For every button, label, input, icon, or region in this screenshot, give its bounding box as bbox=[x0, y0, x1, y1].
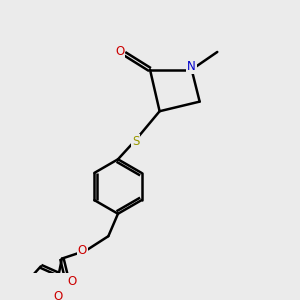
Text: O: O bbox=[77, 244, 87, 257]
Text: N: N bbox=[187, 60, 196, 73]
Text: S: S bbox=[132, 135, 139, 148]
Text: O: O bbox=[54, 290, 63, 300]
Text: O: O bbox=[115, 46, 124, 59]
Text: O: O bbox=[67, 275, 76, 288]
